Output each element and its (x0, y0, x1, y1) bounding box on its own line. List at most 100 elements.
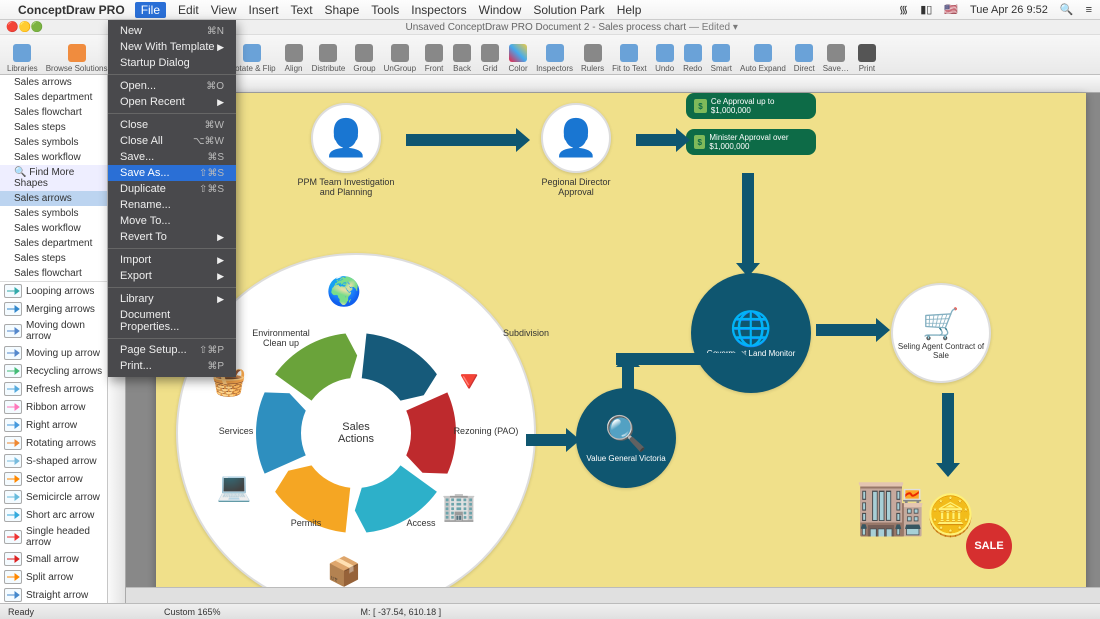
toolbar-save-[interactable]: Save… (820, 35, 852, 74)
menu-item-library[interactable]: Library▶ (108, 291, 236, 307)
menu-help[interactable]: Help (617, 3, 642, 17)
buildings-icon[interactable]: 🏢 (441, 488, 477, 524)
flow-arrow[interactable] (526, 428, 580, 455)
flow-arrow[interactable] (636, 128, 690, 155)
menu-inspectors[interactable]: Inspectors (411, 3, 466, 17)
shape-rotating-arrows[interactable]: Rotating arrows (0, 434, 107, 452)
shape-split-arrow[interactable]: Split arrow (0, 568, 107, 586)
shape-recycling-arrows[interactable]: Recycling arrows (0, 362, 107, 380)
toolbar-grid[interactable]: Grid (477, 35, 503, 74)
shape-moving-down-arrow[interactable]: Moving down arrow (0, 318, 107, 344)
ppm-team[interactable]: 👤PPM Team Investigation and Planning (296, 103, 396, 197)
battery-icon[interactable]: ▮▯ (920, 3, 932, 16)
shape-single-headed-arrow[interactable]: Single headed arrow (0, 524, 107, 550)
toolbar-libraries[interactable]: Libraries (4, 35, 41, 74)
document-edited[interactable]: — Edited ▾ (689, 22, 738, 33)
tree-item[interactable]: Sales workflow (0, 221, 107, 236)
menu-item-startup-dialog[interactable]: Startup Dialog (108, 55, 236, 71)
menu-shape[interactable]: Shape (325, 3, 360, 17)
tree-item[interactable]: Sales workflow (0, 150, 107, 165)
menu-text[interactable]: Text (291, 3, 313, 17)
menu-insert[interactable]: Insert (249, 3, 279, 17)
tree-item[interactable]: Sales symbols (0, 206, 107, 221)
toolbar-back[interactable]: Back (449, 35, 475, 74)
approval-money[interactable]: $Minister Approval over $1,000,000 (686, 129, 816, 155)
shape-s-shaped-arrow[interactable]: S-shaped arrow (0, 452, 107, 470)
flow-arrow[interactable] (736, 173, 760, 280)
globe-leaf-icon[interactable]: 🌍 (326, 273, 362, 309)
sale-badge[interactable]: SALE (966, 523, 1012, 569)
menu-item-new[interactable]: New⌘N (108, 23, 236, 39)
toolbar-fit-to-text[interactable]: Fit to Text (609, 35, 650, 74)
tree-item[interactable]: Sales flowchart (0, 105, 107, 120)
flow-arrow[interactable] (936, 393, 960, 480)
shape-short-arc-arrow[interactable]: Short arc arrow (0, 506, 107, 524)
status-zoom[interactable]: Custom 165% (164, 607, 221, 617)
toolbar-auto-expand[interactable]: Auto Expand (737, 35, 789, 74)
tree-item[interactable]: Sales steps (0, 120, 107, 135)
menu-item-save-as-[interactable]: Save As...⇧⌘S (108, 165, 236, 181)
toolbar-align[interactable]: Align (281, 35, 307, 74)
toolbar-front[interactable]: Front (421, 35, 447, 74)
toolbar-group[interactable]: Group (350, 35, 378, 74)
traffic-lights[interactable]: 🔴🟡🟢 (6, 20, 43, 35)
flow-arrow[interactable] (616, 347, 750, 374)
menu-edit[interactable]: Edit (178, 3, 199, 17)
clock[interactable]: Tue Apr 26 9:52 (970, 4, 1048, 16)
shape-moving-up-arrow[interactable]: Moving up arrow (0, 344, 107, 362)
tree-item[interactable]: Sales department (0, 90, 107, 105)
regional-director[interactable]: 👤Pegional Director Approval (526, 103, 626, 197)
shape-straight-arrow[interactable]: Straight arrow (0, 586, 107, 603)
spotlight-icon[interactable]: 🔍 (1060, 3, 1074, 16)
buildings-sale[interactable]: 🏬🪙 (856, 473, 976, 539)
menu-item-print-[interactable]: Print...⌘P (108, 358, 236, 374)
government-land[interactable]: 🌐Goverment Land Monitor (691, 273, 811, 393)
menu-item-close[interactable]: Close⌘W (108, 117, 236, 133)
wifi-icon[interactable]: ᯾ (899, 2, 908, 17)
flow-arrow[interactable] (816, 318, 890, 345)
toolbar-color[interactable]: Color (505, 35, 531, 74)
shape-merging-arrows[interactable]: Merging arrows (0, 300, 107, 318)
menu-item-revert-to[interactable]: Revert To▶ (108, 229, 236, 245)
value-general[interactable]: 🔍Value General Victoria (576, 388, 676, 488)
toolbar-print[interactable]: Print (854, 35, 880, 74)
toolbar-undo[interactable]: Undo (652, 35, 678, 74)
ruler-horizontal[interactable] (126, 75, 1100, 93)
menu-item-move-to-[interactable]: Move To... (108, 213, 236, 229)
menu-file[interactable]: File (135, 2, 166, 18)
toolbar-direct[interactable]: Direct (791, 35, 818, 74)
tree-item[interactable]: Sales steps (0, 251, 107, 266)
shape-sector-arrow[interactable]: Sector arrow (0, 470, 107, 488)
shape-looping-arrows[interactable]: Looping arrows (0, 282, 107, 300)
box-icon[interactable]: 📦 (326, 553, 362, 589)
menu-item-close-all[interactable]: Close All⌥⌘W (108, 133, 236, 149)
menu-item-rename-[interactable]: Rename... (108, 197, 236, 213)
toolbar-redo[interactable]: Redo (680, 35, 706, 74)
menu-item-duplicate[interactable]: Duplicate⇧⌘S (108, 181, 236, 197)
menu-item-open-[interactable]: Open...⌘O (108, 78, 236, 94)
menu-tools[interactable]: Tools (371, 3, 399, 17)
app-name[interactable]: ConceptDraw PRO (18, 3, 125, 17)
tree-item[interactable]: Sales department (0, 236, 107, 251)
menu-view[interactable]: View (211, 3, 237, 17)
drawing-canvas[interactable]: SalesActionsSubdivisionRezoning (PAO)Acc… (156, 93, 1086, 603)
toolbar-inspectors[interactable]: Inspectors (533, 35, 576, 74)
approval-money[interactable]: $Ce Approval up to $1,000,000 (686, 93, 816, 119)
laptop-new-icon[interactable]: 💻 (216, 468, 252, 504)
shape-right-arrow[interactable]: Right arrow (0, 416, 107, 434)
menu-item-import[interactable]: Import▶ (108, 252, 236, 268)
tree-item[interactable]: Sales symbols (0, 135, 107, 150)
toolbar-distribute[interactable]: Distribute (309, 35, 349, 74)
toolbar-rulers[interactable]: Rulers (578, 35, 607, 74)
flow-arrow[interactable] (406, 128, 530, 155)
menu-item-open-recent[interactable]: Open Recent▶ (108, 94, 236, 110)
funnel-icon[interactable]: 🔻 (451, 363, 487, 399)
menu-item-export[interactable]: Export▶ (108, 268, 236, 284)
page-tab-bar[interactable] (126, 587, 1100, 603)
shape-ribbon-arrow[interactable]: Ribbon arrow (0, 398, 107, 416)
shape-semicircle-arrow[interactable]: Semicircle arrow (0, 488, 107, 506)
menu-item-save-[interactable]: Save...⌘S (108, 149, 236, 165)
shape-small-arrow[interactable]: Small arrow (0, 550, 107, 568)
find-more-shapes[interactable]: 🔍 Find More Shapes (0, 165, 107, 191)
flag-icon[interactable]: 🇺🇸 (944, 3, 958, 16)
